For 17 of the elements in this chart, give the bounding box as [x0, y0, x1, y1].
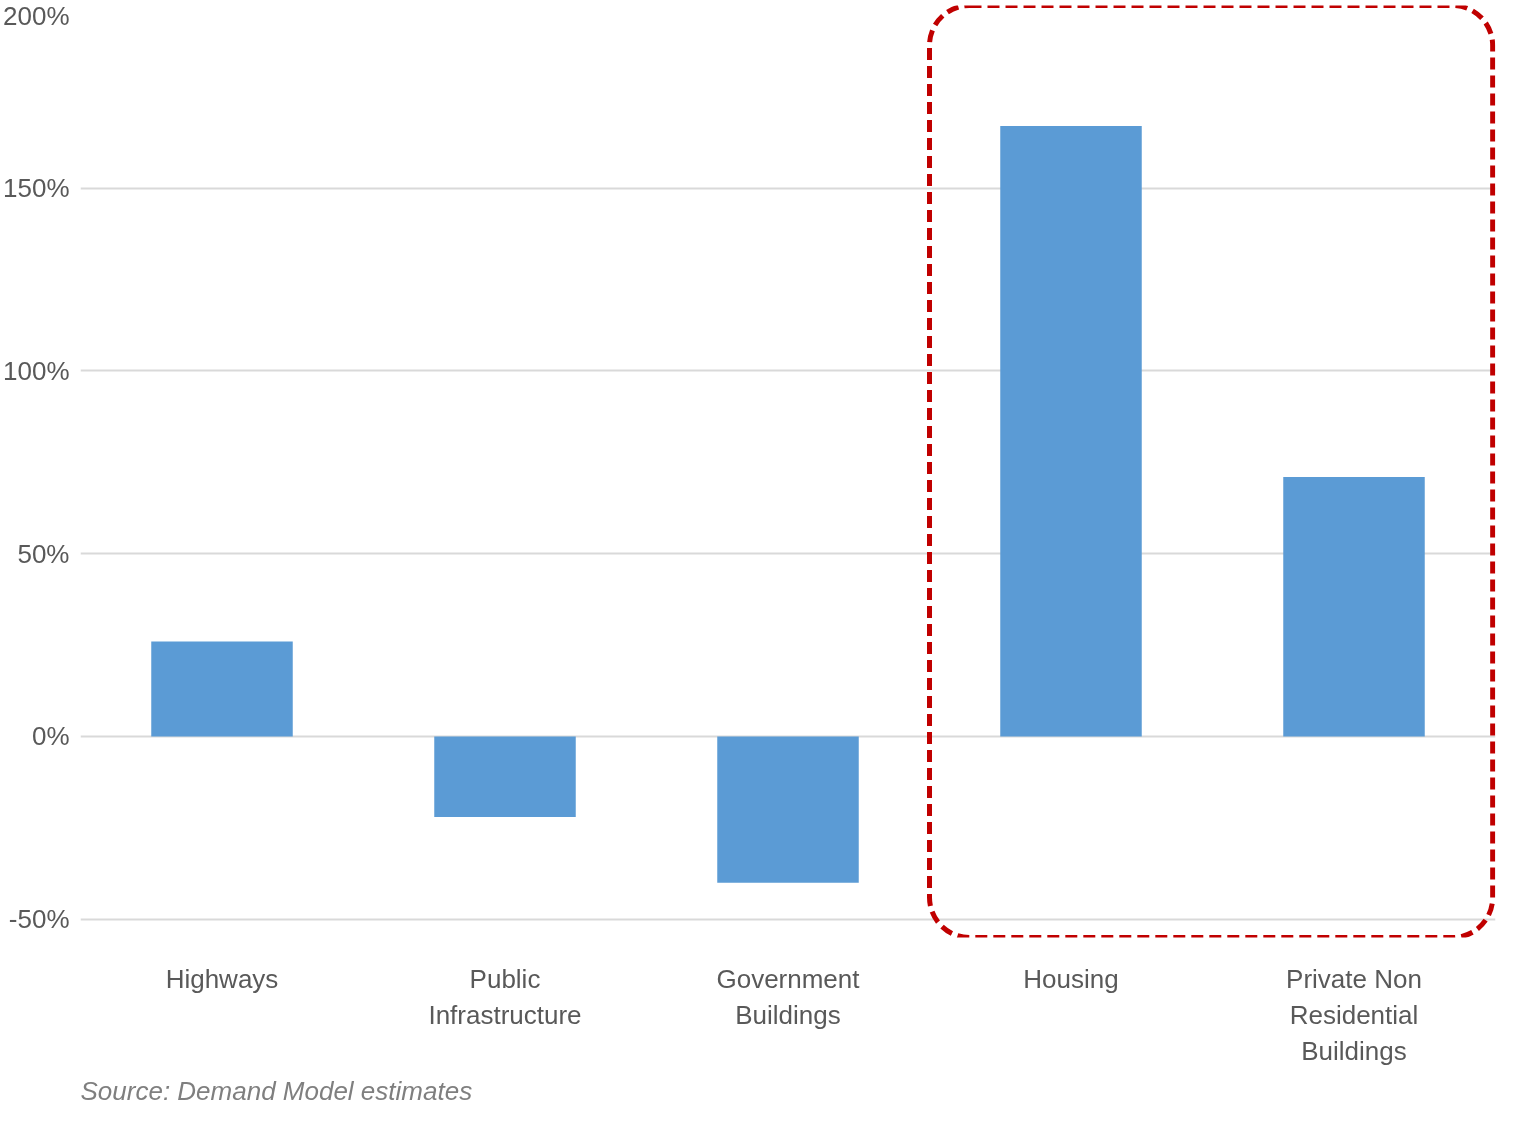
x-tick-label: Housing	[1023, 963, 1119, 994]
y-tick-label: -50%	[8, 904, 70, 935]
x-tick-label: Highways	[165, 963, 279, 994]
source-note: Source: Demand Model estimates	[80, 1075, 473, 1106]
bar	[151, 641, 293, 737]
x-tick-label: Government Buildings	[716, 963, 861, 1030]
y-tick-label: 200%	[3, 0, 70, 31]
bar	[1000, 126, 1142, 737]
bar	[1283, 476, 1425, 737]
y-tick-label: 0%	[31, 721, 70, 752]
y-tick-label: 150%	[3, 173, 70, 204]
bar	[434, 736, 576, 817]
bar	[717, 736, 859, 883]
y-tick-label: 100%	[3, 355, 70, 386]
x-tick-label: Private Non Residential Buildings	[1286, 963, 1422, 1066]
x-tick-label: Public Infrastructure	[428, 963, 582, 1030]
y-tick-label: 50%	[17, 538, 70, 569]
